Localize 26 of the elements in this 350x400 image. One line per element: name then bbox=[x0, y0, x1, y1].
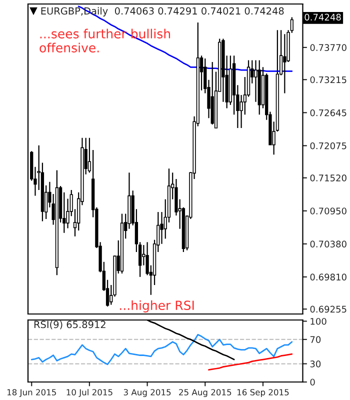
y-tick-label: 0.69255 bbox=[310, 306, 346, 313]
line-series bbox=[208, 353, 293, 371]
y-tick-label: 0.73770 bbox=[310, 44, 346, 52]
line-series bbox=[30, 334, 293, 366]
annotation: ...sees further bullish offensive. bbox=[40, 28, 170, 52]
y-tick-label: 0.70380 bbox=[310, 240, 346, 248]
y-tick-label: 0.69810 bbox=[310, 274, 346, 280]
x-tick-label: 25 Aug 2015 bbox=[179, 389, 232, 398]
x-tick-label: 18 Jun 2015 bbox=[7, 389, 56, 397]
y-tick-label: 0.70950 bbox=[310, 208, 346, 214]
y-tick-label: 30 bbox=[310, 360, 321, 368]
y-tick-label: 0.71520 bbox=[310, 174, 346, 182]
y-tick-label: 100 bbox=[310, 318, 326, 325]
x-tick-label: 3 Aug 2015 bbox=[124, 389, 171, 398]
annotation: ...higher RSI bbox=[120, 300, 194, 312]
candlestick bbox=[283, 34, 286, 94]
y-tick-label: 0.73215 bbox=[310, 76, 346, 84]
y-tick-label: 0 bbox=[310, 378, 315, 386]
x-tick-label: 10 Jul 2015 bbox=[66, 388, 112, 397]
text: 0.74248 bbox=[304, 14, 341, 21]
chart-title: RSI(9) 65.8912 bbox=[34, 320, 106, 330]
y-tick-label: 0.72645 bbox=[310, 109, 346, 116]
x-tick-label: 16 Sep 2015 bbox=[237, 389, 289, 398]
candlestick bbox=[254, 60, 258, 102]
y-tick-label: 70 bbox=[310, 336, 321, 344]
y-tick-label: 0.72075 bbox=[310, 142, 346, 150]
